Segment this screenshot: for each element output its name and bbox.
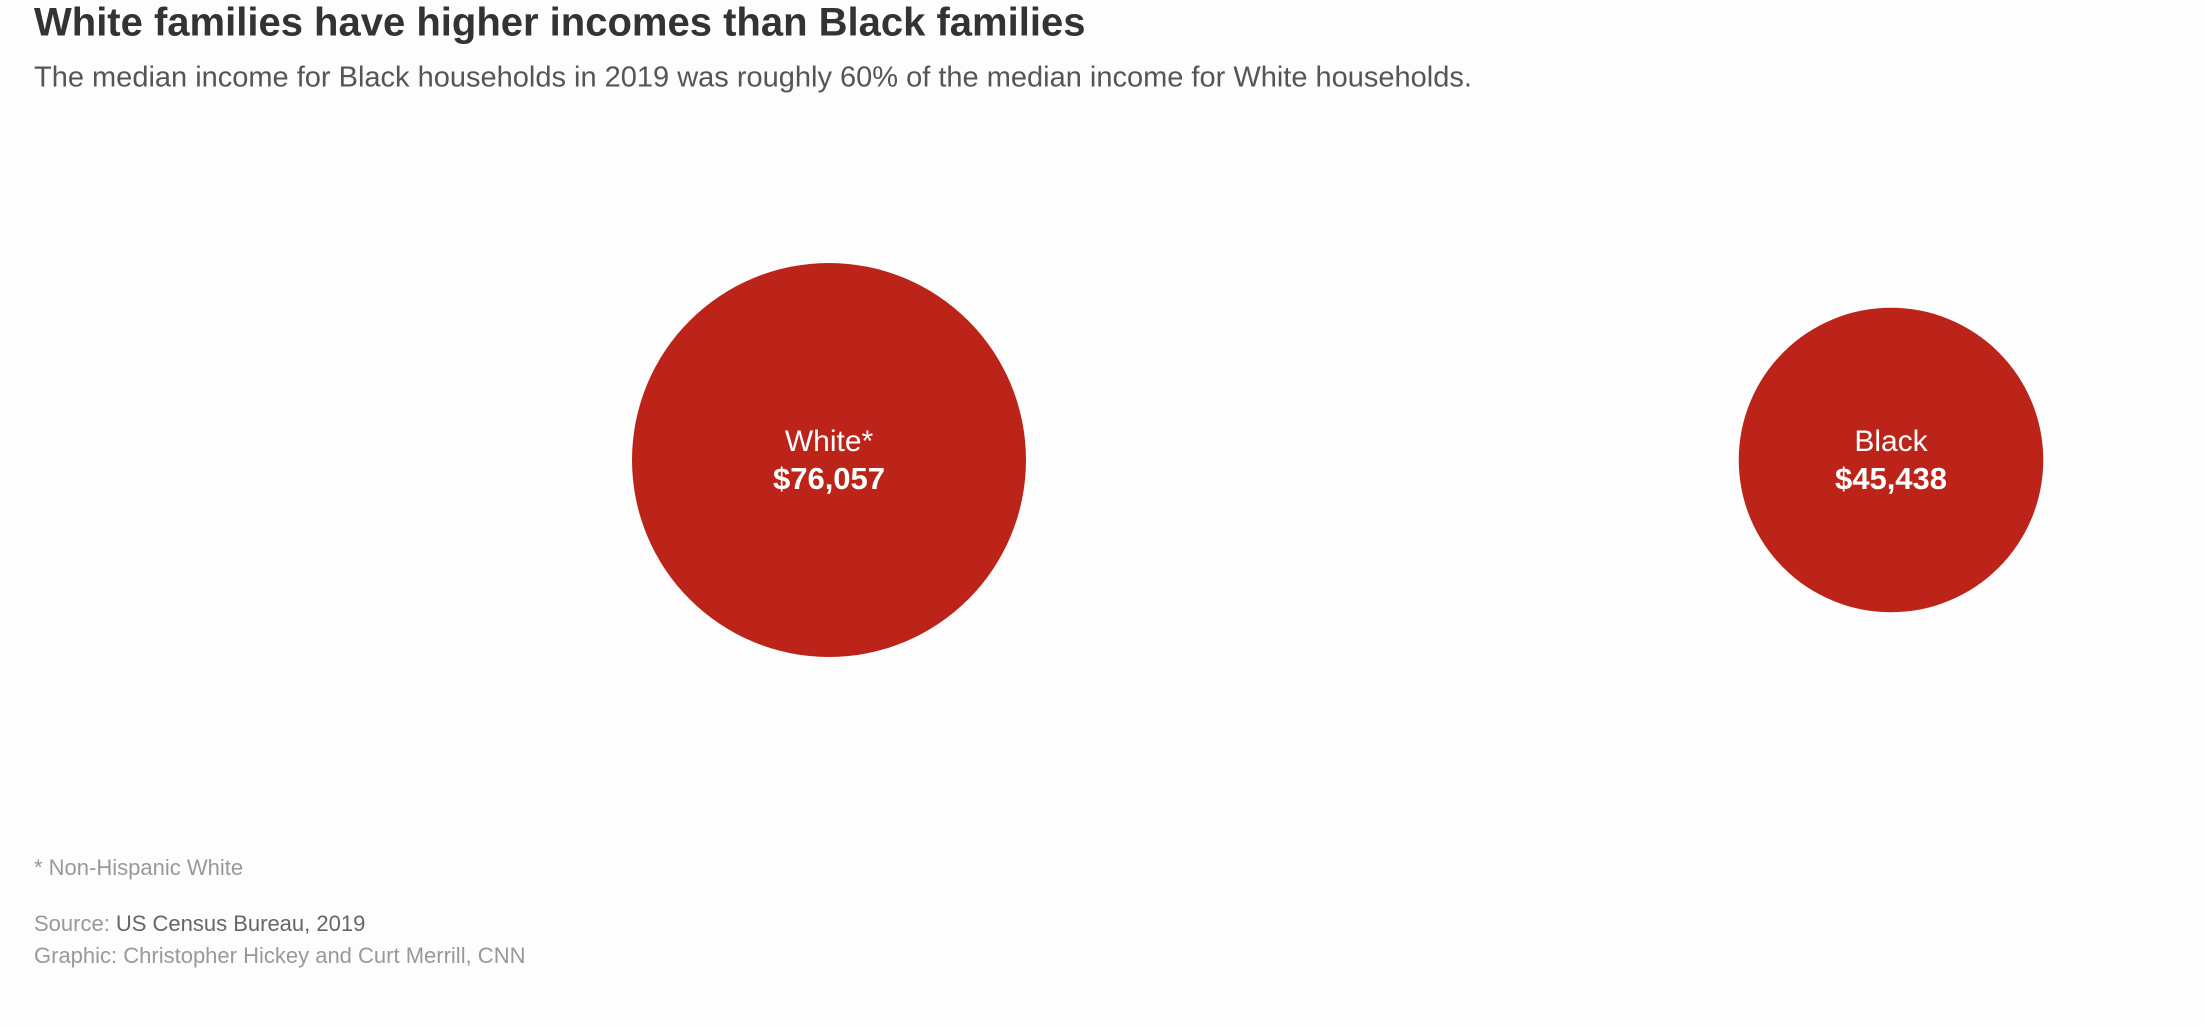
- chart-title: White families have higher incomes than …: [34, 1, 1085, 45]
- plot: White*$76,057 Black$45,438: [632, 263, 2044, 657]
- bubble: [632, 263, 1026, 657]
- bubble: [1738, 307, 2044, 613]
- chart-subtitle: The median income for Black households i…: [34, 62, 1472, 94]
- source-label: Source:: [34, 911, 110, 936]
- credit: Graphic: Christopher Hickey and Curt Mer…: [34, 943, 525, 968]
- value-label: $45,438: [1835, 461, 1947, 496]
- footnote: * Non-Hispanic White: [34, 855, 243, 880]
- bubble-label: Black: [1854, 425, 1928, 458]
- bubble-label: White*: [785, 425, 874, 458]
- source: US Census Bureau, 2019: [116, 911, 366, 936]
- source-line: Source: US Census Bureau, 2019: [34, 911, 365, 936]
- value-label: $76,057: [773, 461, 885, 496]
